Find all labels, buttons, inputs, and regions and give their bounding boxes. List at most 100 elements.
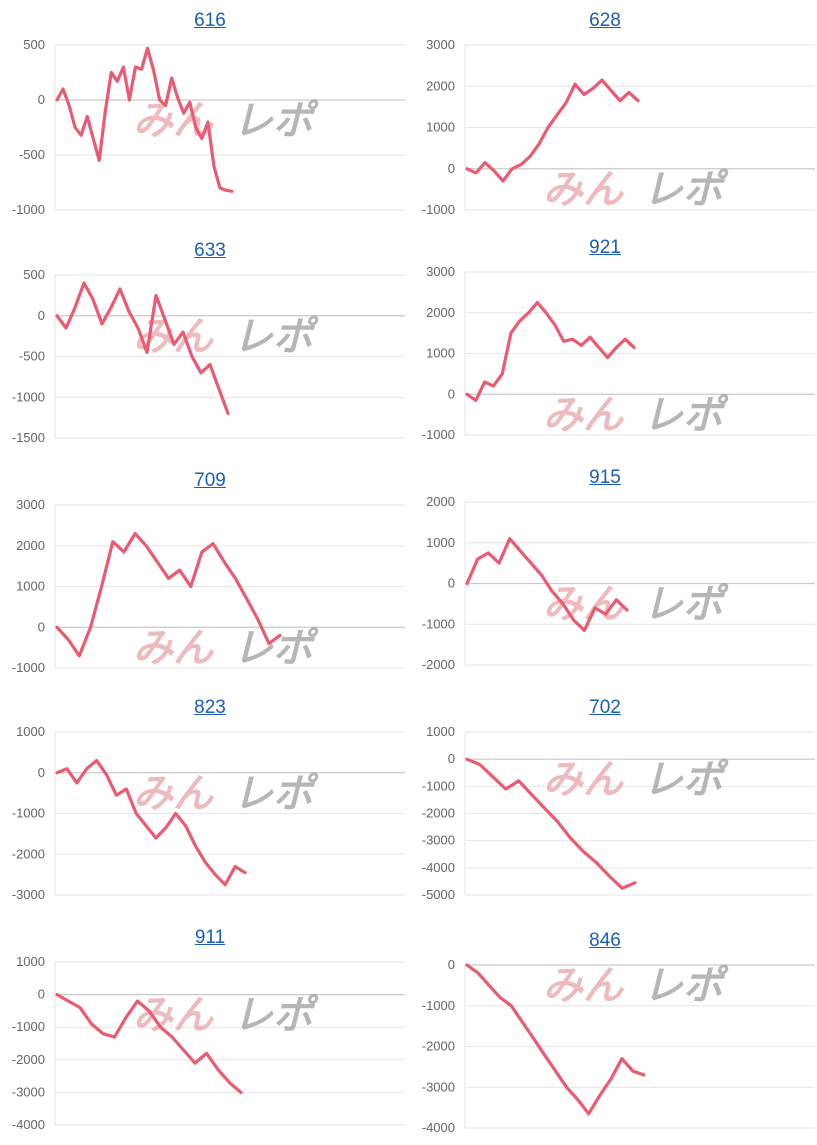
y-tick-label: 0 (448, 957, 455, 972)
y-tick-label: 500 (23, 37, 45, 52)
y-tick-label: -2000 (12, 846, 45, 861)
series-line (55, 46, 234, 193)
y-tick-label: 1000 (426, 724, 455, 739)
y-tick-label: -1000 (422, 427, 455, 442)
series-line (465, 537, 629, 632)
chart-title-link[interactable]: 823 (194, 697, 226, 718)
series-line (465, 757, 637, 890)
chart-title-link[interactable]: 915 (589, 467, 621, 488)
y-tick-label: -1000 (422, 778, 455, 793)
y-tick-label: -2000 (12, 1052, 45, 1067)
watermark-logo: みん レポ (133, 625, 319, 671)
y-tick-label: -1500 (12, 430, 45, 445)
y-tick-label: 0 (38, 92, 45, 107)
svg-text:レポ: レポ (233, 314, 319, 360)
svg-text:レポ: レポ (643, 167, 729, 213)
y-tick-label: 1000 (16, 954, 45, 969)
svg-text:みん: みん (543, 392, 625, 438)
y-tick-label: -3000 (422, 1079, 455, 1094)
y-tick-label: 1000 (16, 724, 45, 739)
series-line (465, 963, 646, 1116)
y-tick-label: 0 (38, 619, 45, 634)
series-line (465, 78, 640, 183)
y-tick-label: -500 (19, 349, 45, 364)
y-tick-label: 1000 (426, 346, 455, 361)
svg-text:みん: みん (133, 771, 215, 817)
y-tick-label: 0 (448, 161, 455, 176)
y-tick-label: 3000 (426, 264, 455, 279)
y-tick-label: -1000 (422, 616, 455, 631)
svg-text:レポ: レポ (233, 993, 319, 1039)
svg-text:レポ: レポ (233, 771, 319, 817)
y-tick-label: -2000 (422, 806, 455, 821)
series-line (55, 281, 230, 416)
chart-title-link[interactable]: 702 (589, 697, 621, 718)
y-tick-label: 2000 (426, 494, 455, 509)
chart-title-link[interactable]: 633 (194, 240, 226, 261)
series-line (55, 758, 247, 887)
y-tick-label: 2000 (426, 78, 455, 93)
watermark-logo: みん レポ (133, 314, 319, 360)
y-tick-label: -4000 (422, 1120, 455, 1135)
y-tick-label: 2000 (426, 305, 455, 320)
y-tick-label: 500 (23, 267, 45, 282)
svg-text:みん: みん (543, 167, 625, 213)
series-line (465, 301, 636, 402)
svg-text:みん: みん (133, 625, 215, 671)
y-tick-label: -4000 (12, 1117, 45, 1132)
svg-text:レポ: レポ (233, 625, 319, 671)
svg-text:みん: みん (543, 963, 625, 1009)
watermark-logo: みん レポ (543, 582, 729, 628)
chart-title-link[interactable]: 846 (589, 930, 621, 951)
svg-text:レポ: レポ (643, 757, 729, 803)
y-tick-label: -500 (19, 147, 45, 162)
y-tick-label: -4000 (422, 860, 455, 875)
y-tick-label: -1000 (12, 660, 45, 675)
y-tick-label: -5000 (422, 887, 455, 902)
y-tick-label: -3000 (12, 887, 45, 902)
y-tick-label: -1000 (12, 1019, 45, 1034)
y-tick-label: 3000 (426, 37, 455, 52)
y-tick-label: 0 (38, 765, 45, 780)
watermark-logo: みん レポ (543, 392, 729, 438)
y-tick-label: -1000 (422, 998, 455, 1013)
y-tick-label: 2000 (16, 538, 45, 553)
y-tick-label: 0 (38, 308, 45, 323)
chart-title-link[interactable]: 709 (194, 470, 226, 491)
svg-text:レポ: レポ (643, 582, 729, 628)
y-tick-label: -3000 (12, 1084, 45, 1099)
chart-title-link[interactable]: 911 (194, 927, 226, 948)
watermark-logo: みん レポ (543, 757, 729, 803)
svg-text:みん: みん (133, 993, 215, 1039)
y-tick-label: 0 (448, 386, 455, 401)
chart-title-link[interactable]: 921 (589, 237, 621, 258)
y-tick-label: -1000 (12, 202, 45, 217)
y-tick-label: 1000 (426, 535, 455, 550)
svg-text:レポ: レポ (233, 98, 319, 144)
y-tick-label: -1000 (422, 202, 455, 217)
watermark-logo: みん レポ (133, 771, 319, 817)
watermark-logo: みん レポ (543, 167, 729, 213)
chart-title-link[interactable]: 628 (589, 10, 621, 31)
y-tick-label: -1000 (12, 806, 45, 821)
svg-text:みん: みん (543, 757, 625, 803)
chart-title-link[interactable]: 616 (194, 10, 226, 31)
